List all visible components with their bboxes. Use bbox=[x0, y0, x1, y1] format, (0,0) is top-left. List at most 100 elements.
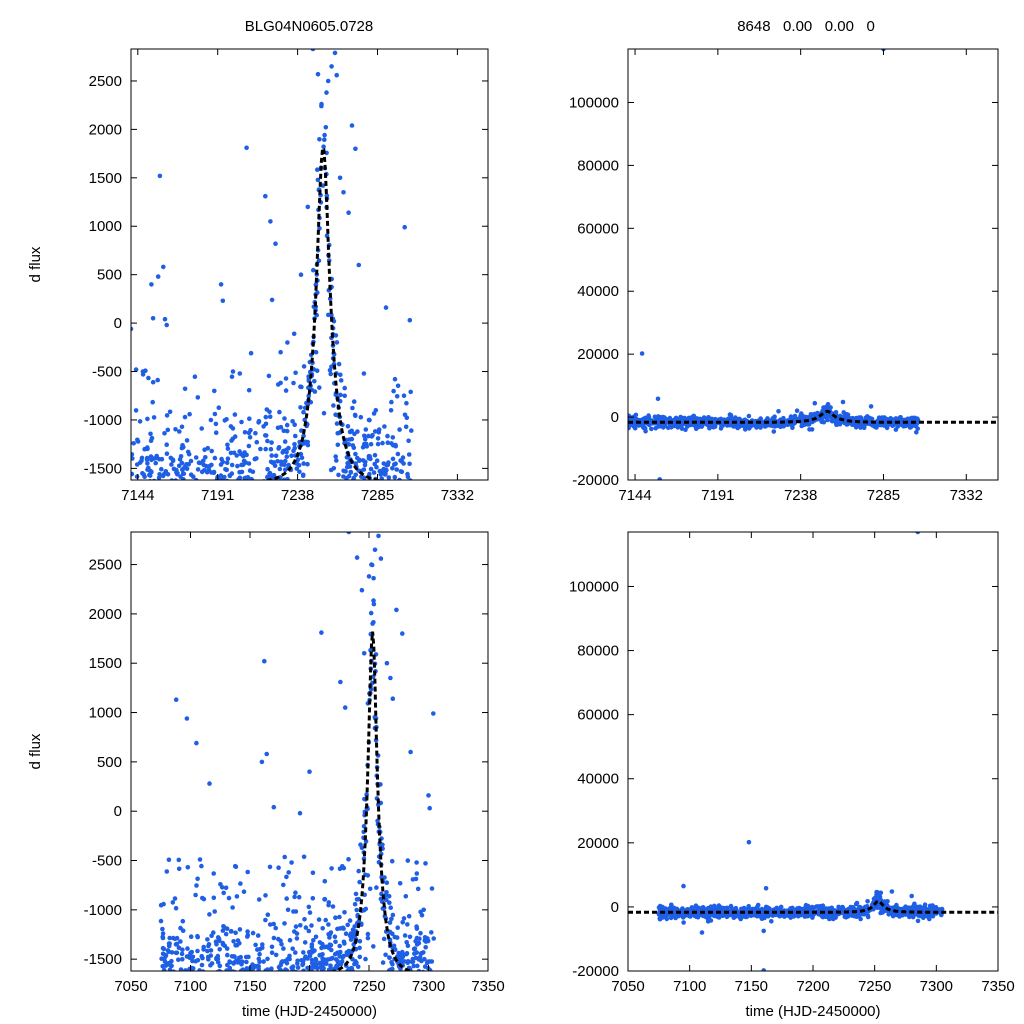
data-point bbox=[270, 473, 276, 479]
data-point bbox=[402, 933, 408, 938]
data-point bbox=[171, 485, 176, 490]
data-point bbox=[421, 973, 426, 978]
data-point bbox=[230, 436, 236, 442]
data-point bbox=[790, 425, 795, 431]
data-point bbox=[209, 448, 214, 454]
data-point bbox=[359, 481, 364, 486]
data-point bbox=[246, 461, 252, 466]
data-point bbox=[344, 464, 350, 470]
data-point bbox=[176, 970, 178, 971]
data-point bbox=[193, 455, 199, 460]
data-point bbox=[159, 466, 164, 472]
data-point bbox=[218, 973, 223, 978]
data-point bbox=[352, 483, 357, 488]
data-point bbox=[214, 481, 219, 486]
data-point bbox=[383, 952, 388, 958]
data-point bbox=[814, 904, 819, 909]
data-point bbox=[155, 482, 160, 487]
data-point bbox=[189, 485, 194, 490]
data-point bbox=[155, 377, 160, 383]
data-point bbox=[180, 918, 186, 924]
data-point bbox=[883, 416, 889, 422]
data-point bbox=[369, 480, 374, 485]
data-point bbox=[207, 781, 212, 786]
data-point bbox=[149, 469, 154, 475]
data-point bbox=[313, 349, 319, 355]
data-point bbox=[380, 960, 386, 965]
data-point bbox=[165, 481, 170, 486]
data-point bbox=[306, 393, 312, 399]
data-point bbox=[335, 442, 341, 448]
data-point bbox=[335, 959, 341, 964]
data-point bbox=[229, 928, 234, 934]
data-point bbox=[224, 460, 230, 466]
data-point bbox=[842, 414, 847, 419]
data-point bbox=[347, 933, 353, 939]
data-point bbox=[219, 885, 225, 890]
data-point bbox=[319, 972, 324, 977]
data-point bbox=[294, 466, 300, 471]
data-point bbox=[173, 905, 179, 911]
data-point bbox=[174, 950, 180, 956]
data-point bbox=[426, 793, 431, 798]
data-point bbox=[194, 480, 199, 485]
data-point bbox=[284, 960, 290, 966]
y-tick-label: 500 bbox=[97, 267, 122, 284]
data-point bbox=[653, 415, 658, 420]
data-point bbox=[277, 971, 282, 976]
data-point bbox=[329, 972, 334, 977]
data-point bbox=[174, 467, 179, 473]
data-point bbox=[194, 481, 199, 486]
data-point bbox=[294, 971, 299, 976]
data-point bbox=[260, 481, 265, 486]
data-point bbox=[266, 973, 271, 978]
data-point bbox=[357, 954, 363, 960]
data-point bbox=[331, 403, 336, 408]
data-point bbox=[134, 481, 139, 486]
data-point bbox=[396, 482, 401, 487]
data-point bbox=[388, 905, 394, 910]
data-point bbox=[803, 902, 809, 908]
data-point bbox=[164, 971, 169, 976]
data-point bbox=[854, 900, 860, 906]
data-point bbox=[803, 414, 809, 420]
data-point bbox=[392, 376, 398, 382]
data-point bbox=[184, 972, 189, 977]
data-point bbox=[233, 943, 238, 948]
x-tick-label: 7350 bbox=[471, 978, 504, 995]
data-point bbox=[380, 842, 385, 847]
data-point bbox=[145, 416, 150, 422]
data-point bbox=[377, 481, 382, 486]
data-point bbox=[878, 890, 884, 896]
data-point bbox=[225, 952, 230, 958]
data-point bbox=[224, 926, 230, 931]
x-tick-label: 7144 bbox=[121, 487, 154, 504]
data-point bbox=[388, 482, 393, 487]
data-point bbox=[398, 469, 404, 474]
data-point bbox=[333, 392, 339, 398]
data-point bbox=[206, 480, 211, 485]
data-point bbox=[211, 972, 216, 977]
data-point bbox=[875, 895, 881, 900]
data-point bbox=[205, 937, 210, 942]
data-point bbox=[407, 934, 413, 940]
data-point bbox=[700, 417, 706, 422]
data-point bbox=[664, 916, 670, 922]
data-point bbox=[256, 897, 262, 902]
data-point bbox=[332, 934, 338, 939]
data-point bbox=[247, 482, 252, 487]
data-point bbox=[731, 423, 736, 429]
data-point bbox=[333, 965, 338, 971]
data-point bbox=[166, 960, 172, 966]
data-point bbox=[167, 483, 172, 488]
data-point bbox=[247, 468, 253, 473]
data-point bbox=[322, 137, 327, 142]
data-point bbox=[169, 974, 174, 979]
data-point bbox=[387, 900, 392, 905]
data-point bbox=[317, 940, 323, 945]
y-tick-label: 2500 bbox=[89, 557, 122, 574]
data-point bbox=[404, 976, 409, 981]
data-point bbox=[316, 973, 321, 978]
data-point bbox=[137, 482, 142, 487]
x-tick-label: 7100 bbox=[174, 978, 207, 995]
